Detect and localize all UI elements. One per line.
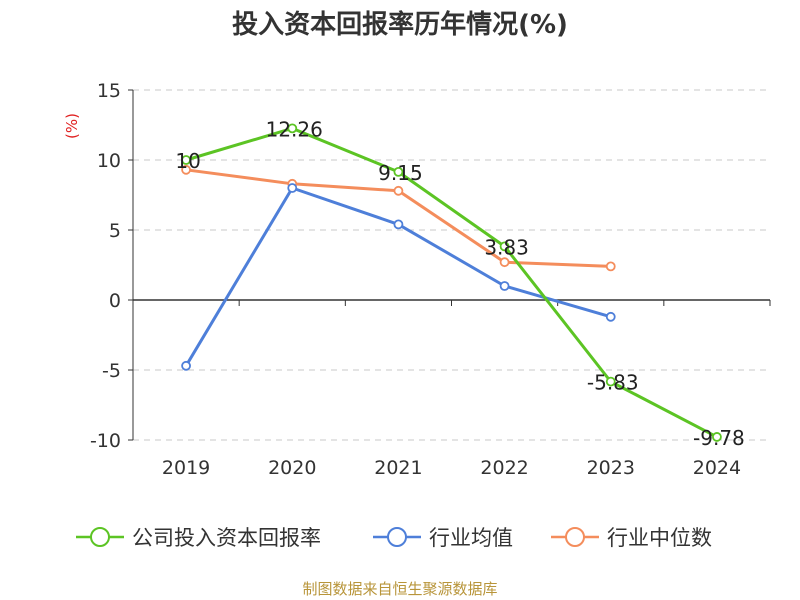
legend-item[interactable]: 行业均值 [373,526,513,550]
legend-label: 行业中位数 [607,526,712,550]
x-tick-label: 2023 [587,457,635,479]
axes: 15 10 5 0 -5 -10 2019 2020 2021 2022 2023 2024 [90,80,771,479]
y-tick-label: 0 [109,290,121,312]
data-point [181,164,191,175]
data-label: -9.78 [693,426,745,450]
data-point [181,155,191,165]
data-label: 3.83 [484,235,529,259]
data-point [605,261,616,272]
legend-marker [387,527,407,547]
y-tick-label: -10 [90,430,121,452]
data-label: 9.15 [378,161,423,185]
data-point [181,360,191,371]
legend-label: 行业均值 [429,526,513,550]
data-point [393,185,404,196]
series-line [185,126,718,439]
legend-item[interactable]: 公司投入资本回报率 [76,526,321,550]
data-point [393,219,404,230]
data-point [605,376,616,387]
series-layer: 10 12.26 9.15 3.83 -5.83 -9.78 [175,117,744,450]
legend-item[interactable]: 行业中位数 [551,526,712,550]
data-point [287,183,298,193]
legend-marker [90,527,110,547]
legend-marker [565,527,585,547]
data-source-note: 制图数据来自恒生聚源数据库 [302,580,498,598]
y-axis-label: (%) [63,113,81,139]
data-label: 12.26 [266,117,323,141]
data-label: 10 [175,149,200,173]
data-point [499,241,510,252]
series-line [184,186,612,367]
data-point [393,166,404,177]
x-tick-label: 2022 [480,457,528,479]
y-tick-label: 15 [97,80,121,102]
chart-title: 投入资本回报率历年情况(%) [232,10,568,40]
x-tick-label: 2020 [268,457,316,479]
grid-lines [133,89,770,441]
legend: 公司投入资本回报率 行业均值 行业中位数 [76,526,712,550]
y-tick-label: 5 [109,220,121,242]
y-tick-label: -5 [102,360,121,382]
data-point [605,311,616,322]
y-tick-label: 10 [97,150,121,172]
data-point [499,257,510,268]
data-point [499,281,510,291]
data-point [712,432,722,442]
data-label: -5.83 [587,371,639,395]
data-point [287,123,298,134]
x-tick-label: 2019 [162,457,210,479]
x-tick-label: 2024 [693,457,741,479]
x-tick-label: 2021 [374,457,422,479]
legend-label: 公司投入资本回报率 [132,526,321,550]
